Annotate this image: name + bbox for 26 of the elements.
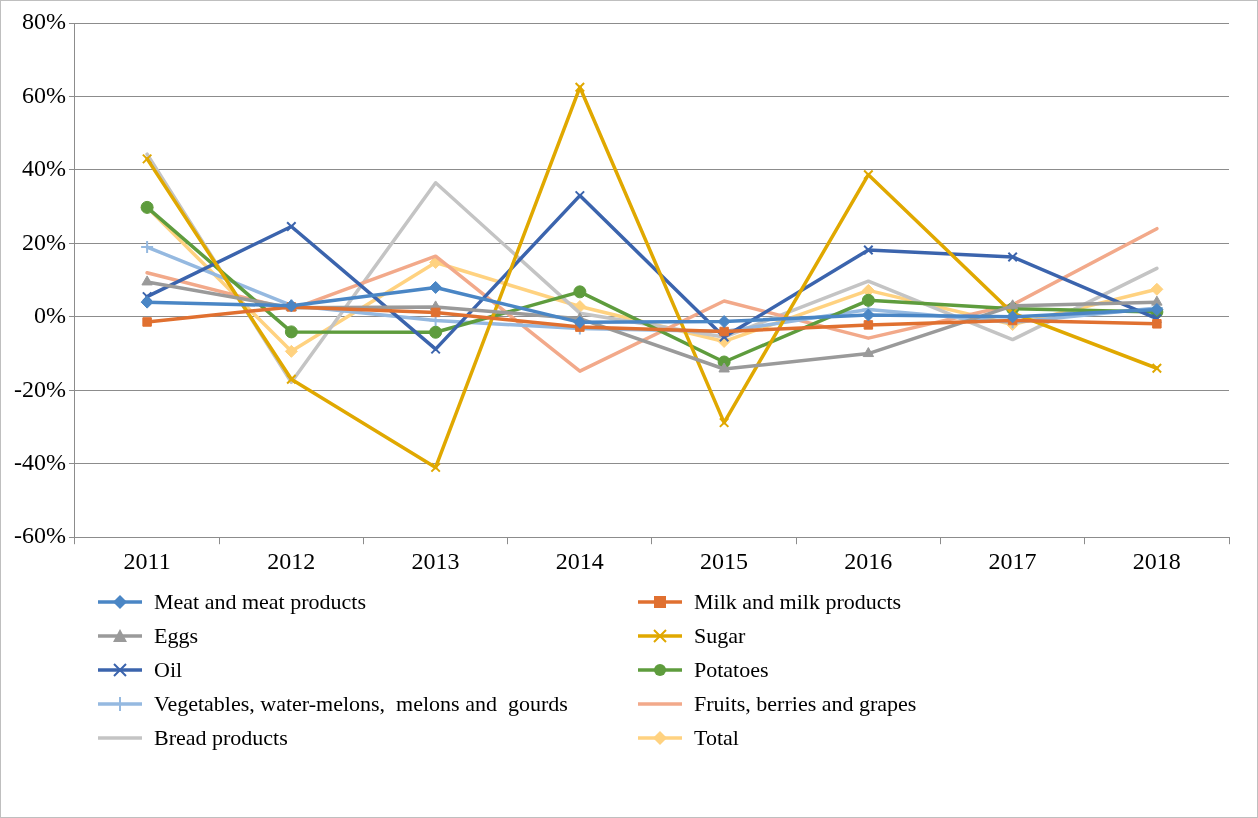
y-tick-label: 40% [21,155,66,182]
legend-label: Sugar [694,622,746,649]
y-tick-label: -60% [14,522,66,549]
x-tick-label: 2014 [555,547,604,574]
x-tick-label: 2011 [123,547,171,574]
legend-label: Milk and milk products [694,588,902,615]
y-tick-label: 60% [21,81,66,108]
y-tick-label: -40% [14,449,66,476]
x-tick-label: 2018 [1132,547,1181,574]
legend-label: Fruits, berries and grapes [694,690,917,717]
y-tick-label: 80% [21,8,66,35]
x-tick-label: 2016 [844,547,893,574]
x-tick-label: 2013 [411,547,460,574]
y-tick-label: -20% [14,375,66,402]
y-tick-label: 0% [33,302,66,329]
legend-label: Total [694,724,739,751]
x-tick-label: 2017 [988,547,1037,574]
legend-label: Oil [154,656,183,683]
x-tick-label: 2012 [267,547,316,574]
legend-label: Meat and meat products [154,588,366,615]
legend-label: Eggs [154,622,198,649]
x-tick-label: 2015 [700,547,749,574]
y-tick-label: 20% [21,228,66,255]
legend-label: Potatoes [694,656,769,683]
legend-label: Bread products [154,724,288,751]
legend-label: Vegetables, water-melons, melons and gourds [154,690,568,717]
